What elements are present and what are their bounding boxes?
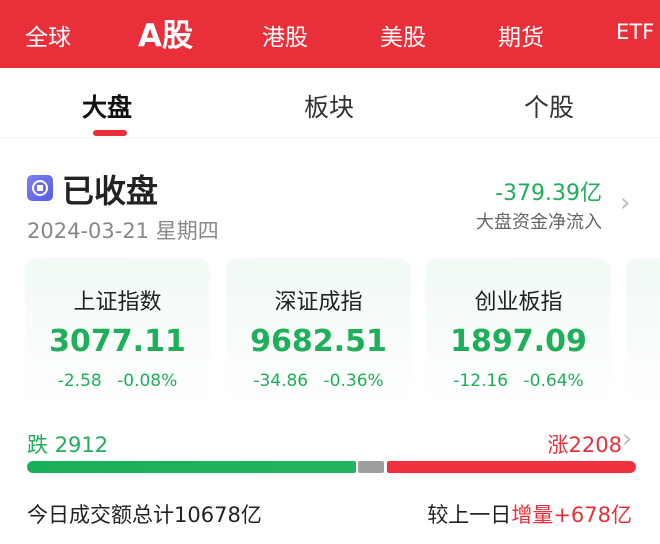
net-flow-value[interactable]: -379.39亿 — [495, 181, 602, 206]
index-card-sse[interactable]: 上证指数 3077.11 -2.58 -0.08% — [25, 258, 210, 410]
change-value: +678亿 — [553, 503, 632, 527]
turnover-value: 10678亿 — [174, 503, 262, 527]
market-date: 2024-03-21 星期四 — [27, 219, 219, 243]
tab-futures[interactable]: 期货 — [498, 25, 544, 51]
change-points: -12.16 — [453, 371, 509, 391]
tab-sectors[interactable]: 板块 — [304, 93, 355, 122]
index-name: 上证指数 — [73, 290, 162, 315]
index-value: 9682.51 — [250, 324, 387, 359]
turnover-total: 今日成交额总计10678亿 — [27, 499, 262, 529]
up-count: 2208 — [568, 433, 622, 457]
net-flow-label[interactable]: 大盘资金净流入 — [476, 212, 602, 233]
change-percent: -0.64% — [523, 371, 584, 391]
index-change: -2.58 -0.08% — [25, 371, 210, 391]
decliners-bar — [27, 461, 356, 473]
change-percent: -0.36% — [323, 371, 384, 391]
index-card-szse[interactable]: 深证成指 9682.51 -34.86 -0.36% — [226, 258, 411, 410]
market-status: 已收盘 — [62, 172, 159, 210]
decliners-count: 跌 2912 — [27, 429, 108, 459]
advancers-bar — [387, 461, 636, 473]
change-percent: -0.08% — [117, 371, 178, 391]
turnover-label: 今日成交额总计 — [27, 503, 174, 527]
index-card-chinext[interactable]: 创业板指 1897.09 -12.16 -0.64% — [426, 258, 611, 410]
index-change: -12.16 -0.64% — [426, 371, 611, 391]
tab-etf[interactable]: ETF — [616, 20, 655, 44]
active-tab-indicator — [93, 130, 127, 136]
change-label: 增量 — [511, 503, 554, 527]
index-name: 深证成指 — [274, 290, 363, 315]
chevron-right-icon[interactable]: › — [622, 424, 633, 454]
up-label: 涨 — [547, 433, 569, 457]
tab-stocks[interactable]: 个股 — [524, 93, 575, 122]
index-value: 1897.09 — [450, 324, 587, 359]
turnover-compare: 较上一日增量+678亿 — [427, 499, 632, 529]
tab-hk[interactable]: 港股 — [262, 25, 308, 51]
advancers-count[interactable]: 涨2208 — [548, 429, 622, 459]
tab-us[interactable]: 美股 — [380, 25, 426, 51]
market-region-tabs: 全球 A股 港股 美股 期货 ETF — [0, 0, 660, 68]
compare-label: 较上一日 — [427, 503, 512, 527]
down-label: 跌 — [27, 433, 48, 457]
index-name: 创业板指 — [474, 290, 563, 315]
change-points: -34.86 — [253, 371, 309, 391]
tab-a-shares[interactable]: A股 — [138, 18, 193, 54]
tab-market[interactable]: 大盘 — [82, 93, 133, 122]
chevron-right-icon[interactable]: › — [620, 188, 631, 218]
index-change: -34.86 -0.36% — [226, 371, 411, 391]
sub-tabs: 大盘 板块 个股 — [0, 68, 660, 138]
unchanged-bar — [358, 461, 384, 473]
index-card-partial[interactable] — [626, 258, 660, 410]
closed-icon — [27, 175, 53, 201]
change-points: -2.58 — [57, 371, 102, 391]
down-count: 2912 — [54, 433, 109, 457]
tab-global[interactable]: 全球 — [25, 25, 71, 51]
index-value: 3077.11 — [49, 324, 186, 359]
